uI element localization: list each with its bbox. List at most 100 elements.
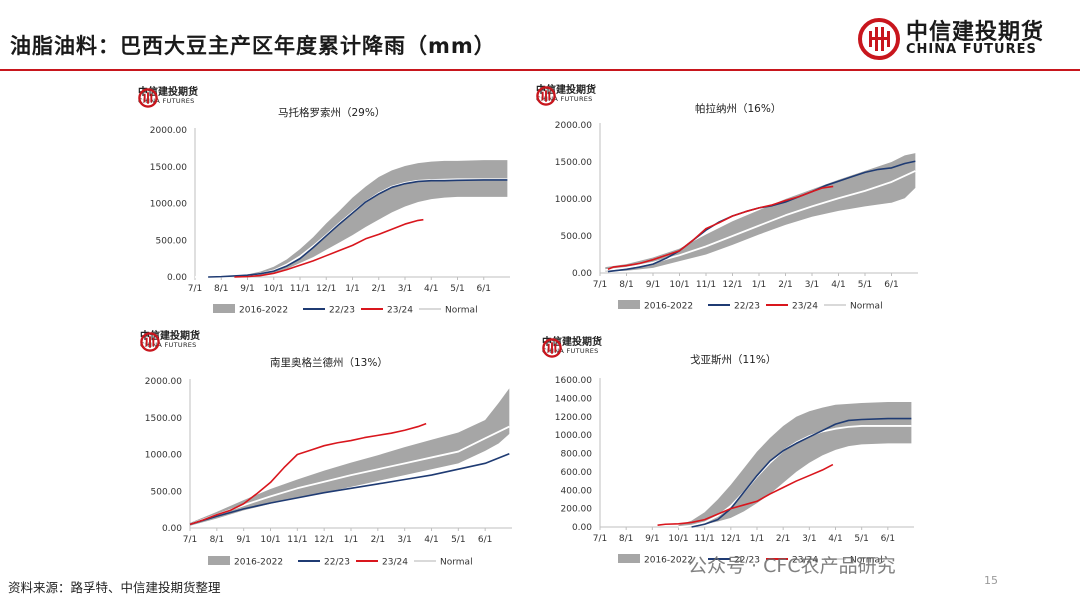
- series-line-23-24: [234, 218, 424, 278]
- x-tick-label: 4/1: [424, 535, 438, 545]
- x-tick-label: 9/1: [646, 280, 660, 290]
- x-tick-label: 10/1: [264, 284, 284, 294]
- y-tick-label: 600.00: [561, 468, 593, 478]
- x-tick-label: 12/1: [721, 534, 741, 544]
- chart-plot: 0.00 500.00 1000.00 1500.00 2000.00 7/1 8/1 9/1…: [145, 377, 512, 568]
- x-tick-label: 1/1: [345, 284, 359, 294]
- legend-label: 22/23: [734, 556, 760, 566]
- y-tick-label: 400.00: [561, 486, 593, 496]
- x-tick-label: 11/1: [695, 534, 715, 544]
- y-tick-label: 2000.00: [555, 121, 592, 131]
- x-tick-label: 1/1: [344, 535, 358, 545]
- chart-title: 南里奥格兰德州（13%）: [270, 357, 388, 369]
- series-line-22-23: [691, 417, 912, 528]
- mini-logo-cn: 中信建投期货: [542, 337, 602, 348]
- series-line-22-23: [189, 453, 510, 526]
- y-tick-label: 0.00: [162, 524, 182, 534]
- legend-label: 2016-2022: [644, 556, 693, 566]
- x-tick-label: 7/1: [188, 284, 202, 294]
- legend-label: 23/24: [792, 302, 818, 312]
- x-tick-label: 5/1: [450, 284, 464, 294]
- x-tick-label: 11/1: [696, 280, 716, 290]
- x-tick-label: 6/1: [477, 284, 491, 294]
- x-tick-label: 10/1: [260, 535, 280, 545]
- chart-title: 帕拉纳州（16%）: [695, 103, 782, 115]
- citic-logo-icon: [138, 88, 158, 108]
- chart-plot: 0.00 500.00 1000.00 1500.00 2000.00 7/1 8/1 9/1…: [555, 121, 918, 312]
- x-tick-label: 5/1: [858, 280, 872, 290]
- x-tick-label: 3/1: [397, 535, 411, 545]
- chart-panel-rio-grande-do-sul: 中信建投期货 CHINA FUTURES 南里奥格兰德州（13%） 0.00 500…: [130, 330, 530, 570]
- header-divider: [0, 69, 1080, 71]
- mini-logo-cn: 中信建投期货: [536, 85, 596, 96]
- mini-logo: 中信建投期货 CHINA FUTURES: [138, 87, 198, 108]
- x-tick-label: 1/1: [750, 534, 764, 544]
- legend-swatch-band: [208, 556, 230, 565]
- mini-logo-en: CHINA FUTURES: [542, 347, 599, 355]
- y-tick-label: 0.00: [167, 273, 187, 283]
- citic-logo-icon: [536, 86, 556, 106]
- x-tick-label: 6/1: [884, 280, 898, 290]
- brand-name-en: CHINA FUTURES: [905, 41, 1037, 57]
- y-tick-label: 800.00: [561, 450, 593, 460]
- x-tick-label: 4/1: [831, 280, 845, 290]
- legend-swatch-band: [618, 300, 640, 309]
- source-note: 资料来源：路孚特、中信建投期货整理: [8, 580, 221, 595]
- legend-swatch-band: [618, 554, 640, 563]
- y-tick-label: 500.00: [151, 487, 183, 497]
- x-tick-label: 2/1: [776, 534, 790, 544]
- x-tick-label: 7/1: [183, 535, 197, 545]
- x-tick-label: 12/1: [722, 280, 742, 290]
- x-tick-label: 1/1: [752, 280, 766, 290]
- legend-label: Normal: [440, 558, 473, 568]
- x-tick-label: 7/1: [593, 534, 607, 544]
- legend-label: 23/24: [387, 306, 413, 316]
- mini-logo-en: CHINA FUTURES: [536, 95, 593, 103]
- x-tick-label: 5/1: [451, 535, 465, 545]
- chart-panel-goias: 中信建投期货 CHINA FUTURES 戈亚斯州（11%） 0.00 200.00…: [530, 330, 930, 570]
- legend-label: 23/24: [792, 556, 818, 566]
- legend-label: Normal: [445, 306, 478, 316]
- mini-logo-cn: 中信建投期货: [140, 331, 200, 342]
- y-tick-label: 1600.00: [555, 376, 592, 386]
- y-tick-label: 0.00: [572, 523, 592, 533]
- x-tick-label: 6/1: [881, 534, 895, 544]
- brand-logo: 中信建投期货 CHINA FUTURES: [857, 18, 1044, 60]
- mini-logo-cn: 中信建投期货: [138, 87, 198, 98]
- x-tick-label: 3/1: [802, 534, 816, 544]
- y-tick-label: 1000.00: [145, 451, 182, 461]
- mini-logo-en: CHINA FUTURES: [140, 341, 197, 349]
- y-tick-label: 500.00: [156, 236, 188, 246]
- chart-title: 马托格罗索州（29%）: [278, 107, 386, 119]
- y-tick-label: 2000.00: [145, 377, 182, 387]
- series-line-23-24: [189, 422, 427, 526]
- wechat-watermark: 公众号 · CFC农产品研究: [688, 555, 896, 577]
- chart-plot: 0.00 500.00 1000.00 1500.00 2000.00 7/1 8/1 9/1…: [150, 126, 510, 316]
- chart-panel-parana: 中信建投期货 CHINA FUTURES 帕拉纳州（16%） 0.00 500.00…: [530, 80, 930, 320]
- citic-logo-icon: [140, 332, 160, 352]
- mini-logo: 中信建投期货 CHINA FUTURES: [140, 331, 200, 352]
- x-tick-label: 10/1: [668, 534, 688, 544]
- mini-logo-en: CHINA FUTURES: [138, 97, 195, 105]
- x-tick-label: 7/1: [593, 280, 607, 290]
- series-line-23-24: [607, 185, 834, 271]
- mini-logo: 中信建投期货 CHINA FUTURES: [542, 337, 602, 358]
- legend-label: Normal: [850, 556, 883, 566]
- y-tick-label: 1000.00: [150, 200, 187, 210]
- x-tick-label: 2/1: [371, 535, 385, 545]
- y-tick-label: 1500.00: [145, 414, 182, 424]
- legend-swatch-band: [213, 304, 235, 313]
- x-tick-label: 2/1: [778, 280, 792, 290]
- x-tick-label: 10/1: [669, 280, 689, 290]
- x-tick-label: 8/1: [214, 284, 228, 294]
- page-number: 15: [984, 574, 998, 587]
- series-line-normal: [605, 170, 916, 271]
- x-tick-label: 12/1: [314, 535, 334, 545]
- legend-label: 2016-2022: [234, 558, 283, 568]
- y-tick-label: 0.00: [572, 269, 592, 279]
- chart-title: 戈亚斯州（11%）: [690, 354, 777, 366]
- y-tick-label: 1000.00: [555, 195, 592, 205]
- x-tick-label: 6/1: [478, 535, 492, 545]
- legend-label: Normal: [850, 302, 883, 312]
- x-tick-label: 8/1: [619, 534, 633, 544]
